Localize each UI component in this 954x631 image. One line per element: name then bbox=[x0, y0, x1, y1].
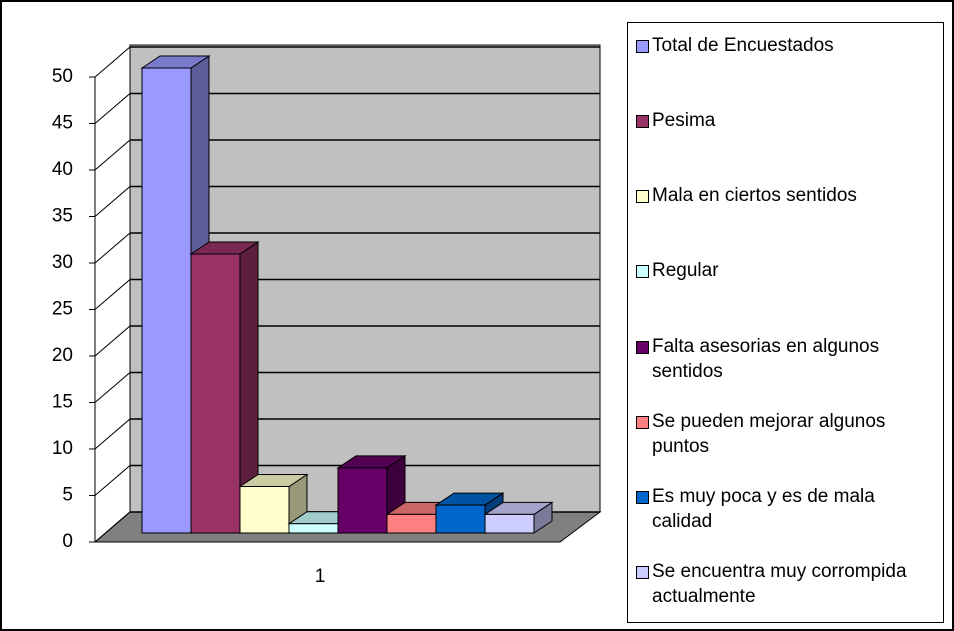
y-tick-label: 50 bbox=[52, 66, 73, 87]
bar bbox=[435, 504, 486, 534]
grid-line bbox=[94, 465, 131, 496]
y-tick-label: 35 bbox=[52, 206, 73, 227]
y-tick-label: 15 bbox=[52, 392, 73, 413]
grid-line bbox=[94, 46, 131, 78]
bar bbox=[386, 513, 437, 534]
legend: Total de Encuestados Pesima Mala en cierto… bbox=[627, 22, 944, 623]
legend-swatch bbox=[636, 565, 649, 579]
legend-label: Regular bbox=[652, 260, 719, 282]
legend-item: Total de Encuestados bbox=[636, 33, 936, 58]
bar bbox=[190, 253, 241, 534]
legend-item: Se encuentra muy corrompida actualmente bbox=[636, 559, 936, 609]
legend-swatch bbox=[636, 190, 649, 204]
legend-label: Se pueden mejorar algunos puntos bbox=[652, 410, 886, 457]
grid-line bbox=[94, 325, 131, 357]
y-tick-label: 20 bbox=[52, 345, 73, 366]
y-tick-label: 45 bbox=[52, 113, 73, 134]
grid-line bbox=[94, 186, 131, 217]
y-tick-label: 25 bbox=[52, 299, 73, 320]
grid-line bbox=[94, 511, 131, 543]
bar bbox=[484, 513, 535, 534]
bar bbox=[288, 523, 339, 534]
x-tick-label: 1 bbox=[315, 566, 326, 587]
bar bbox=[337, 467, 388, 534]
legend-label: Mala en ciertos sentidos bbox=[652, 185, 857, 207]
grid-line bbox=[94, 139, 131, 171]
legend-label: Falta asesorias en algunos sentidos bbox=[652, 335, 880, 382]
legend-item: Mala en ciertos sentidos bbox=[636, 183, 936, 208]
legend-swatch bbox=[636, 40, 649, 53]
y-tick-label: 40 bbox=[52, 159, 73, 180]
y-tick-label: 10 bbox=[52, 438, 73, 459]
legend-item: Pesima bbox=[636, 108, 936, 133]
legend-item: Falta asesorias en algunos sentidos bbox=[636, 334, 936, 384]
grid-line bbox=[94, 418, 131, 450]
y-tick-label: 30 bbox=[52, 252, 73, 273]
legend-label: Es muy poca y es de mala calidad bbox=[652, 485, 875, 532]
legend-swatch bbox=[636, 115, 649, 129]
legend-swatch bbox=[636, 490, 649, 504]
legend-item: Regular bbox=[636, 258, 936, 283]
y-tick-label: 0 bbox=[62, 531, 73, 552]
y-tick-label: 5 bbox=[62, 485, 73, 506]
legend-item: Se pueden mejorar algunos puntos bbox=[636, 409, 936, 459]
legend-label: Total de Encuestados bbox=[652, 35, 834, 56]
grid-line bbox=[94, 279, 131, 310]
legend-swatch bbox=[636, 265, 649, 279]
legend-item: Es muy poca y es de mala calidad bbox=[636, 484, 936, 534]
grid-line bbox=[94, 372, 131, 403]
bar bbox=[239, 486, 290, 534]
legend-swatch bbox=[636, 415, 649, 429]
grid-line bbox=[94, 232, 131, 264]
grid-line bbox=[94, 93, 131, 124]
legend-label: Pesima bbox=[652, 110, 716, 132]
legend-swatch bbox=[636, 340, 649, 354]
bar bbox=[141, 67, 192, 534]
legend-label: Se encuentra muy corrompida actualmente bbox=[652, 560, 907, 607]
